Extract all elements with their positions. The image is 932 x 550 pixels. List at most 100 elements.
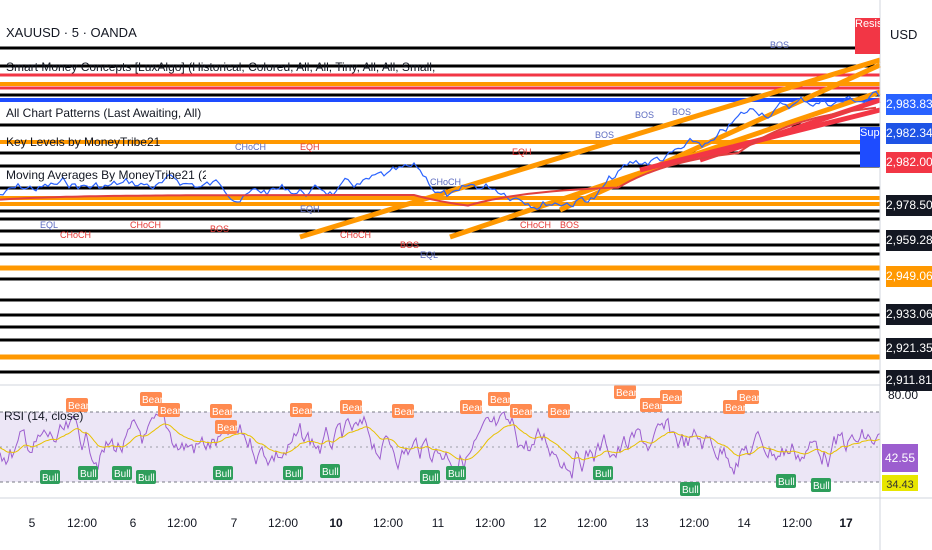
bull-tag-bg (446, 466, 466, 480)
bull-tag-bg (320, 464, 340, 478)
bull-tag: Bull (682, 485, 699, 496)
bear-tag-bg (737, 390, 759, 404)
price-line (0, 90, 880, 211)
indicator-patterns-legend[interactable]: All Chart Patterns (Last Awaiting, All) (6, 106, 202, 120)
time-axis-label: 12:00 (475, 516, 505, 530)
indicator-smc-legend[interactable]: Smart Money Concepts [LuxAlgo] (Historic… (6, 60, 436, 74)
time-axis-label: 12:00 (373, 516, 403, 530)
bull-tag-bg (136, 470, 156, 484)
time-axis-label: 12:00 (67, 516, 97, 530)
price-axis-label[interactable]: 2,982.340 (886, 123, 932, 144)
currency-label[interactable]: USD (890, 27, 918, 42)
structure-label: EQH (300, 142, 320, 152)
bear-tag: Bear (292, 406, 314, 417)
price-axis-label[interactable]: 2,933.063 (886, 304, 932, 325)
structure-label: CHoCH (430, 177, 461, 187)
symbol-title[interactable]: XAUUSD · 5 · OANDA (6, 25, 137, 40)
structure-label: BOS (400, 240, 419, 250)
price-axis-label[interactable]: 2,978.505 (886, 195, 932, 216)
time-axis-label: 12 (533, 516, 547, 530)
moving-average-line (0, 106, 877, 207)
bear-tag-bg (640, 398, 662, 412)
bear-tag: Bear (212, 407, 234, 418)
price-axis-label[interactable]: 2,983.835 (886, 94, 932, 115)
time-axis-label: 6 (130, 516, 137, 530)
price-axis-label[interactable]: 2,959.286 (886, 230, 932, 251)
bull-tag-bg (112, 466, 132, 480)
price-axis-label[interactable]: 2,982.002 (886, 152, 932, 173)
bear-tag: Bear (642, 401, 664, 412)
bear-tag: Bear (342, 403, 364, 414)
key-level-lines (0, 46, 880, 374)
bull-tag-bg (40, 470, 60, 484)
bull-tag: Bull (138, 473, 155, 484)
bear-tag-bg (460, 400, 482, 414)
time-axis-label: 12:00 (782, 516, 812, 530)
time-axis-label: 17 (839, 516, 853, 530)
structure-label: BOS (672, 107, 691, 117)
bull-tag: Bull (778, 477, 795, 488)
time-axis-label: 12:00 (679, 516, 709, 530)
price-axis-label[interactable]: 2,949.062 (886, 266, 932, 287)
time-axis-label: 11 (432, 516, 445, 530)
supp-tag: Supp (860, 127, 880, 167)
bear-tag: Bear (725, 403, 747, 414)
time-axis-label: 12:00 (577, 516, 607, 530)
bull-tag-bg (420, 470, 440, 484)
time-axis-label: 13 (635, 516, 649, 530)
time-axis[interactable]: 5 12:00 6 12:00 7 12:00 10 12:00 11 12:00 12 12:00 1… (29, 516, 853, 530)
time-axis-label: 7 (231, 516, 238, 530)
structure-label: BOS (770, 40, 789, 50)
structure-label: EQL (420, 250, 438, 260)
bear-tag-bg (140, 392, 162, 406)
structure-label: CHoCH (130, 220, 161, 230)
bull-tag: Bull (813, 481, 830, 492)
bear-tag-bg (548, 404, 570, 418)
price-axis-label[interactable]: 2,911.811 (886, 370, 932, 391)
structure-label: CHoCH (340, 230, 371, 240)
rsi-upper-value: 80.00 (888, 388, 919, 402)
indicator-keylevels-legend[interactable]: Key Levels by MoneyTribe21 (6, 135, 161, 149)
rsi-ma-line (0, 423, 881, 461)
time-axis-label: 12:00 (167, 516, 197, 530)
structure-label: CHoCH (235, 142, 266, 152)
bear-tag: Bear (490, 395, 512, 406)
rsi-ma-value: 34.43 (882, 475, 918, 491)
bull-tag: Bull (285, 469, 302, 480)
bear-tag: Bear (662, 393, 684, 404)
bear-tag-bg (66, 398, 88, 412)
resist-tag: Resist (855, 18, 880, 54)
bear-tag: Bear (512, 407, 534, 418)
bull-tag: Bull (114, 469, 131, 480)
time-axis-label: 5 (29, 516, 36, 530)
bull-tag: Bull (215, 469, 232, 480)
bear-tag-bg (392, 404, 414, 418)
bull-tag: Bull (80, 469, 97, 480)
bear-tag: Bear (394, 407, 416, 418)
bear-tag: Bear (739, 393, 761, 404)
bull-tag: Bull (422, 473, 439, 484)
channel-line (699, 97, 881, 163)
structure-label: BOS (635, 110, 654, 120)
bull-tag-bg (680, 482, 700, 496)
structure-label: EQL (40, 220, 58, 230)
time-axis-label: 10 (329, 516, 343, 530)
structure-label: CHoCH (520, 220, 551, 230)
bull-tag-bg (213, 466, 233, 480)
structure-label: BOS (560, 220, 579, 230)
bear-tag-bg (660, 390, 682, 404)
channel-line (299, 57, 881, 240)
channel-line (558, 62, 882, 213)
bear-tag-bg (215, 420, 237, 434)
bull-tag: Bull (42, 473, 59, 484)
rsi-title[interactable]: RSI (14, close) (4, 409, 84, 423)
indicator-ma-legend[interactable]: Moving Averages By MoneyTribe21 (21, 50,… (6, 168, 206, 182)
bull-tag: Bull (595, 469, 612, 480)
bull-tag-bg (78, 466, 98, 480)
price-axis-label[interactable]: 2,921.357 (886, 338, 932, 359)
structure-label: CHoCH (60, 230, 91, 240)
bear-tag-bg (210, 404, 232, 418)
bull-tag-bg (283, 466, 303, 480)
